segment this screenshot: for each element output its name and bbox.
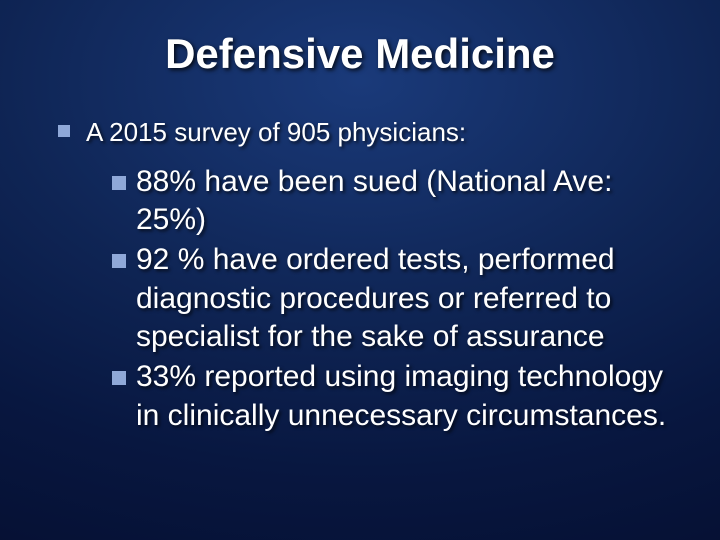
level2-text: 88% have been sued (National Ave: 25%)	[136, 163, 670, 240]
slide-container: Defensive Medicine A 2015 survey of 905 …	[0, 0, 720, 540]
bullet-level1: A 2015 survey of 905 physicians:	[50, 116, 670, 149]
square-bullet-icon	[112, 254, 126, 268]
square-bullet-icon	[112, 371, 126, 385]
level1-text: A 2015 survey of 905 physicians:	[86, 116, 466, 149]
level2-text: 92 % have ordered tests, performed diagn…	[136, 241, 670, 356]
slide-title: Defensive Medicine	[50, 30, 670, 78]
bullet-level2: 33% reported using imaging technology in…	[112, 358, 670, 435]
level2-container: 88% have been sued (National Ave: 25%) 9…	[50, 163, 670, 436]
square-bullet-icon	[112, 176, 126, 190]
bullet-level2: 92 % have ordered tests, performed diagn…	[112, 241, 670, 356]
bullet-level2: 88% have been sued (National Ave: 25%)	[112, 163, 670, 240]
level2-text: 33% reported using imaging technology in…	[136, 358, 670, 435]
square-bullet-icon	[58, 125, 70, 137]
